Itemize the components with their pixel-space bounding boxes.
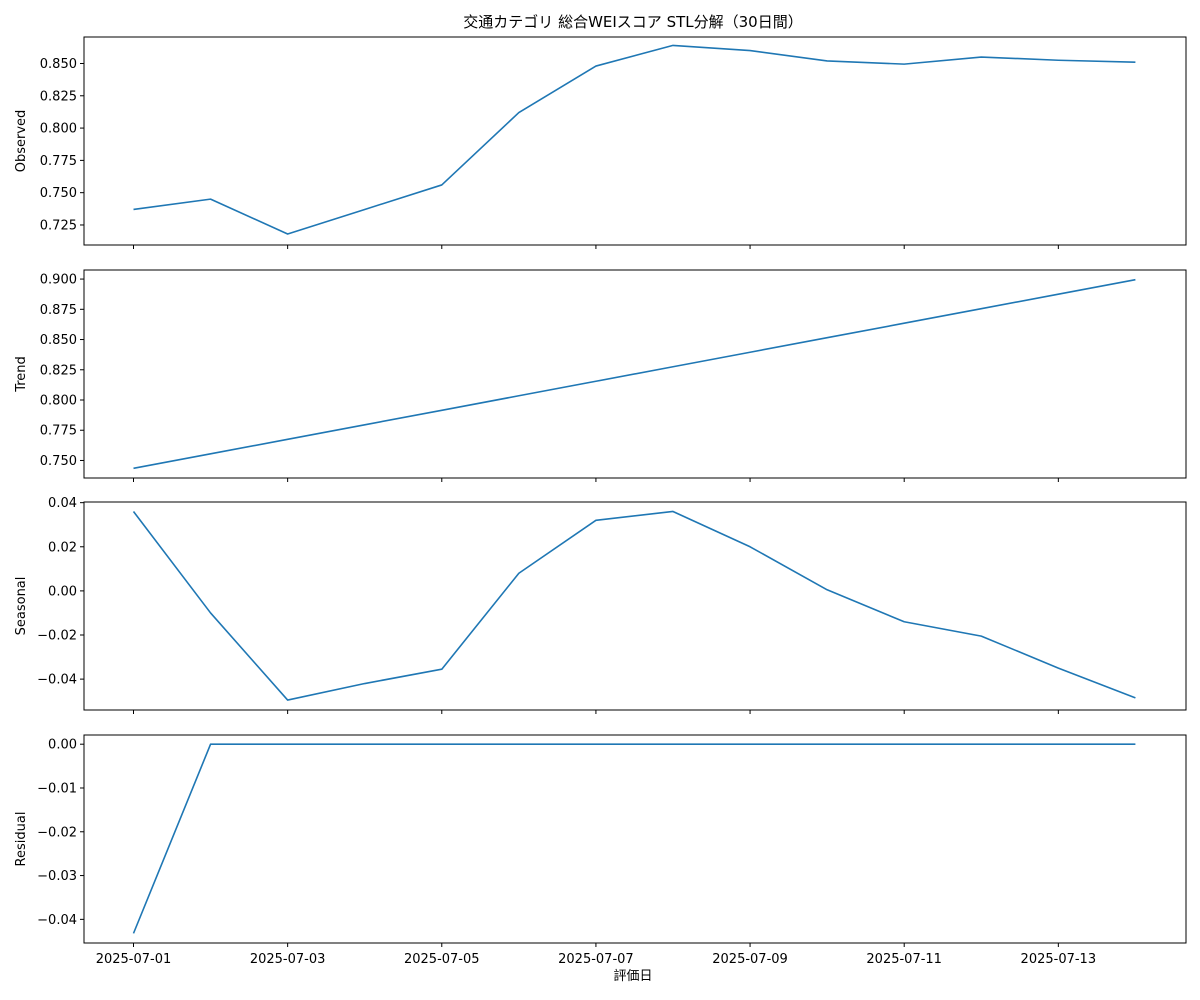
observed-series-line	[133, 44, 1136, 235]
residual-y-tick-label: −0.02	[37, 825, 77, 840]
trend-y-tick-label: 0.800	[40, 394, 77, 409]
x-tick-label: 2025-07-09	[712, 952, 788, 967]
x-tick-label: 2025-07-07	[558, 952, 634, 967]
residual-y-tick-label: 0.00	[48, 738, 77, 753]
observed-y-tick-label: 0.725	[40, 218, 77, 233]
residual-series-line	[132, 743, 1136, 934]
residual-y-axis-label: Residual	[14, 812, 29, 867]
observed-y-tick-label: 0.775	[40, 154, 77, 169]
trend-y-axis-label: Trend	[14, 356, 29, 393]
trend-axes-frame	[83, 269, 1187, 479]
seasonal-series-line	[132, 510, 1136, 701]
seasonal-y-tick-label: 0.02	[48, 540, 77, 555]
trend-y-tick-label: 0.850	[40, 333, 77, 348]
seasonal-axes-frame	[83, 501, 1187, 711]
trend-series-line	[133, 278, 1136, 470]
seasonal-y-tick-label: 0.00	[48, 584, 77, 599]
trend-y-tick-label: 0.875	[40, 303, 77, 318]
residual-y-tick-label: −0.03	[37, 869, 77, 884]
observed-y-tick-label: 0.850	[40, 57, 77, 72]
x-tick-label: 2025-07-05	[404, 952, 480, 967]
seasonal-y-tick-label: −0.04	[37, 673, 77, 688]
observed-y-tick-label: 0.825	[40, 89, 77, 104]
residual-y-tick-label: −0.04	[37, 913, 77, 928]
x-tick-label: 2025-07-11	[866, 952, 942, 967]
panel-seasonal: 0.04 0.02 0.00 −0.02 −0.04 Seasonal	[14, 496, 1187, 714]
seasonal-y-axis-label: Seasonal	[14, 577, 29, 636]
seasonal-y-tick-label: 0.04	[48, 496, 77, 511]
trend-y-tick-label: 0.825	[40, 363, 77, 378]
x-tick-label: 2025-07-13	[1021, 952, 1097, 967]
x-tick-label: 2025-07-01	[96, 952, 172, 967]
trend-y-tick-label: 0.900	[40, 273, 77, 288]
observed-axes-frame	[83, 36, 1187, 246]
trend-y-tick-label: 0.775	[40, 424, 77, 439]
observed-y-axis-label: Observed	[14, 110, 29, 173]
chart-title: 交通カテゴリ 総合WEIスコア STL分解（30日間）	[463, 13, 802, 31]
observed-y-tick-label: 0.750	[40, 186, 77, 201]
observed-y-tick-label: 0.800	[40, 122, 77, 137]
trend-y-tick-label: 0.750	[40, 454, 77, 469]
x-axis-label: 評価日	[613, 969, 652, 984]
residual-axes-frame	[83, 734, 1187, 944]
residual-y-tick-label: −0.01	[37, 781, 77, 796]
panel-trend: 0.750 0.775 0.800 0.825 0.850 0.875 0.900 Trend	[14, 269, 1187, 482]
panels: 0.7250.7500.7750.8000.8250.850Observed0.…	[14, 36, 1187, 967]
seasonal-y-tick-label: −0.02	[37, 629, 77, 644]
panel-observed: 0.725 0.750 0.775 0.800 0.825 0.850 Observed	[14, 36, 1187, 249]
panel-residual: 0.00 −0.01 −0.02 −0.03 −0.04 Residual	[14, 734, 1187, 947]
x-tick-label: 2025-07-03	[250, 952, 326, 967]
